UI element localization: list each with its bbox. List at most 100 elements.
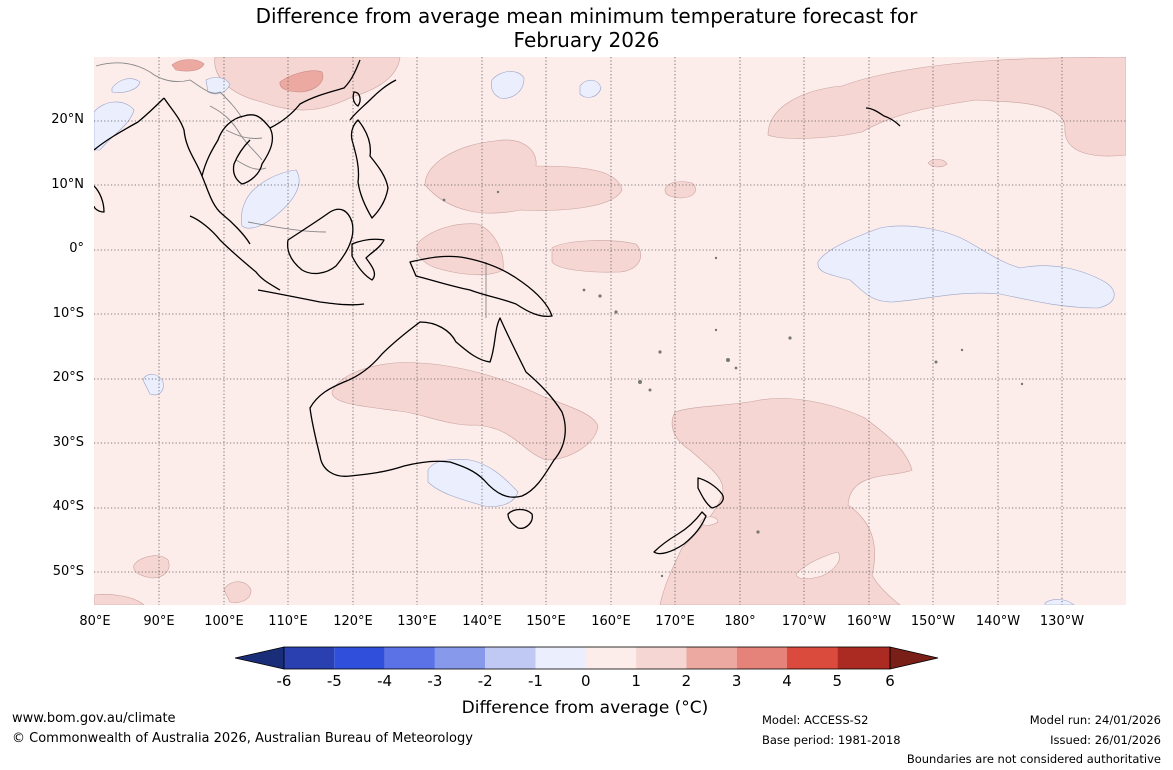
colorbar-bin-4 <box>787 647 838 669</box>
lon-label-180: 180° <box>724 614 756 629</box>
colorbar-bin-minus5 <box>334 647 385 669</box>
coastline-philippines <box>350 119 389 219</box>
colorbar-bin-minus3 <box>434 647 486 669</box>
coastline-hawaii <box>865 107 901 127</box>
coastline-borneo <box>286 208 354 275</box>
anomaly-region-southwest-ocean-2 <box>223 581 252 603</box>
anomaly-region-himalaya <box>171 59 205 72</box>
lon-label-100e: 100°E <box>204 614 244 629</box>
footer-website: www.bom.gov.au/climate <box>12 711 176 726</box>
anomaly-region-maritime-continent-north <box>424 139 623 214</box>
lon-label-90e: 90°E <box>143 614 175 629</box>
lon-label-140e: 140°E <box>462 614 502 629</box>
anomaly-band-2-to-3 <box>171 59 324 93</box>
lon-label-120e: 120°E <box>333 614 373 629</box>
coastline-india <box>94 97 165 151</box>
colorbar <box>234 646 939 670</box>
coastline-new-guinea <box>409 255 553 318</box>
lon-label-130w: 130°W <box>1039 614 1085 629</box>
cool-region-india-north <box>111 78 141 93</box>
coastline-japan <box>349 79 397 121</box>
lon-label-160e: 160°E <box>591 614 631 629</box>
anomaly-region-southwest-corner <box>94 594 145 605</box>
map-title-line-2: February 2026 <box>513 28 660 52</box>
anomaly-region-small-north <box>664 181 696 199</box>
lat-label-equator: 0° <box>69 241 84 256</box>
anomaly-band-minus1-to-0 <box>94 71 1115 605</box>
colorbar-tick-minus1: -1 <box>528 672 543 690</box>
colorbar-title: Difference from average (°C) <box>461 698 709 718</box>
coastlines <box>94 59 901 555</box>
colorbar-bin-0 <box>585 647 637 669</box>
coastline-new-zealand-south <box>653 511 707 555</box>
lon-label-170e: 170°E <box>655 614 695 629</box>
colorbar-bin-3 <box>736 647 787 669</box>
country-borders <box>95 62 487 318</box>
lon-label-150w: 150°W <box>910 614 956 629</box>
anomaly-region-equatorial-pacific <box>551 240 641 273</box>
footer-disclaimer: Boundaries are not considered authoritat… <box>906 752 1161 766</box>
colorbar-bin-minus6 <box>284 647 335 669</box>
map-gridlines <box>94 57 1126 605</box>
colorbar-tick-6: 6 <box>885 672 895 690</box>
colorbar-bin-minus4 <box>384 647 435 669</box>
coastline-sulawesi <box>351 238 385 281</box>
lon-label-140w: 140°W <box>975 614 1021 629</box>
coastline-india-west <box>94 185 105 213</box>
lat-label-10n: 10°N <box>51 177 84 192</box>
footer-model-run: Model run: 24/01/2026 <box>1029 713 1161 727</box>
cool-region-south-indian-ocean <box>142 373 164 396</box>
colorbar-tick-1: 1 <box>631 672 641 690</box>
lon-label-110e: 110°E <box>268 614 308 629</box>
coastline-tasmania <box>507 508 533 529</box>
colorbar-tick-2: 2 <box>681 672 692 690</box>
colorbar-tick-4: 4 <box>782 672 792 690</box>
colorbar-bin-minus1 <box>535 647 586 669</box>
anomaly-region-south-pacific <box>659 398 913 605</box>
footer-issued: Issued: 26/01/2026 <box>1050 733 1161 747</box>
lat-label-40s: 40°S <box>52 499 84 514</box>
colorbar-extension-low <box>234 646 285 670</box>
cool-region-small-pacific <box>579 79 602 98</box>
colorbar-tick-minus4: -4 <box>377 672 393 690</box>
lat-label-30s: 30°S <box>52 435 84 450</box>
coastline-southeast-asia-mainland <box>163 59 361 245</box>
colorbar-bin-2 <box>686 647 737 669</box>
anomaly-region-north-pacific-east <box>767 57 1126 157</box>
coastline-australia <box>309 317 566 498</box>
colorbar-tick-3: 3 <box>731 672 742 690</box>
anomaly-region-south-china <box>279 70 324 93</box>
cool-region-far-southeast <box>1044 599 1075 605</box>
colorbar-tick-minus5: -5 <box>326 672 342 690</box>
colorbar-bin-minus2 <box>485 647 536 669</box>
map-background-band <box>94 57 1126 605</box>
lon-label-80e: 80°E <box>79 614 111 629</box>
colorbar-tick-minus6: -6 <box>276 672 292 690</box>
cool-region-south-china-sea <box>240 169 300 229</box>
lon-label-170w: 170°W <box>781 614 827 629</box>
lat-label-50s: 50°S <box>52 564 84 579</box>
lat-label-20n: 20°N <box>51 112 84 127</box>
colorbar-tick-minus2: -2 <box>477 672 493 690</box>
lat-label-20s: 20°S <box>52 370 84 385</box>
coastline-taiwan <box>352 91 361 107</box>
anomaly-region-australia <box>331 362 599 461</box>
anomaly-band-1-to-2 <box>94 57 1126 605</box>
cool-region-bay-of-bengal <box>94 101 135 151</box>
cool-region-western-pacific <box>490 71 525 99</box>
coastline-java <box>257 289 365 306</box>
cool-region-equatorial-east-pacific <box>817 225 1115 309</box>
anomaly-region-southwest-ocean <box>133 555 170 579</box>
lon-label-150e: 150°E <box>526 614 566 629</box>
coastline-new-zealand-north <box>697 477 724 509</box>
colorbar-tick-5: 5 <box>832 672 843 690</box>
lon-label-130e: 130°E <box>397 614 437 629</box>
colorbar-tick-0: 0 <box>581 672 591 690</box>
colorbar-extension-high <box>889 646 939 670</box>
colorbar-bin-5 <box>837 647 890 669</box>
footer-copyright: © Commonwealth of Australia 2026, Austra… <box>12 731 473 746</box>
coastline-sumatra <box>189 215 281 291</box>
footer-model: Model: ACCESS-S2 <box>762 713 869 727</box>
cool-region-southern-australia <box>427 459 519 507</box>
